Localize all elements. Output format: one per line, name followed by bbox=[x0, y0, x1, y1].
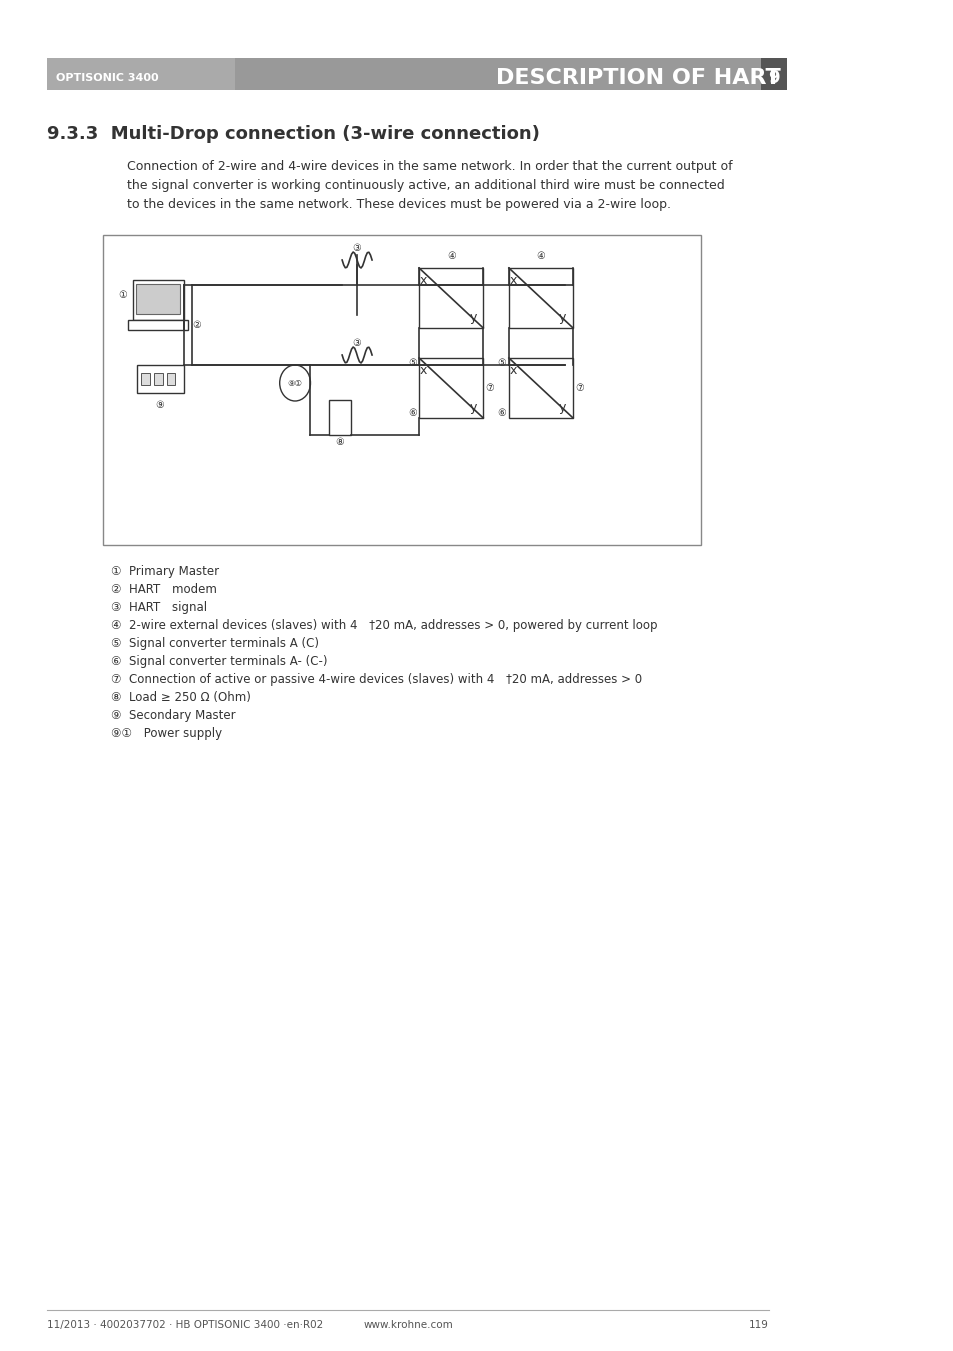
Text: y: y bbox=[469, 312, 476, 324]
Text: ②: ② bbox=[193, 320, 201, 330]
Text: y: y bbox=[558, 312, 566, 324]
Text: y: y bbox=[558, 401, 566, 415]
Text: 9.3.3  Multi-Drop connection (3-wire connection): 9.3.3 Multi-Drop connection (3-wire conn… bbox=[47, 126, 539, 143]
Bar bbox=[132, 280, 184, 320]
Text: x: x bbox=[509, 363, 517, 377]
Text: ⑤: ⑤ bbox=[408, 358, 416, 367]
Text: ⑦: ⑦ bbox=[485, 382, 494, 393]
Bar bbox=[47, 58, 235, 91]
Bar bbox=[128, 320, 188, 330]
Bar bbox=[508, 267, 573, 328]
Bar bbox=[47, 58, 768, 91]
Bar bbox=[508, 358, 573, 417]
Bar bbox=[136, 365, 184, 393]
Bar bbox=[418, 267, 483, 328]
Text: www.krohne.com: www.krohne.com bbox=[363, 1320, 453, 1329]
Text: ⑦  Connection of active or passive 4-wire devices (slaves) with 4 †20 mA, addres: ⑦ Connection of active or passive 4-wire… bbox=[112, 673, 641, 686]
Text: x: x bbox=[419, 273, 427, 286]
Text: ⑨① Power supply: ⑨① Power supply bbox=[112, 727, 222, 740]
Text: ⑧  Load ≥ 250 Ω (Ohm): ⑧ Load ≥ 250 Ω (Ohm) bbox=[112, 690, 251, 704]
Text: 9: 9 bbox=[767, 69, 779, 86]
Text: ③: ③ bbox=[352, 338, 360, 349]
Text: ⑨  Secondary Master: ⑨ Secondary Master bbox=[112, 709, 235, 721]
Text: ④: ④ bbox=[446, 251, 456, 261]
Bar bbox=[329, 400, 351, 435]
Text: ⑥  Signal converter terminals A- (C-): ⑥ Signal converter terminals A- (C-) bbox=[112, 655, 327, 667]
Text: OPTISONIC 3400: OPTISONIC 3400 bbox=[55, 73, 158, 82]
Text: ⑥: ⑥ bbox=[497, 408, 506, 417]
Bar bbox=[153, 373, 162, 385]
Circle shape bbox=[279, 365, 310, 401]
Bar bbox=[141, 373, 150, 385]
Bar bbox=[418, 358, 483, 417]
Text: DESCRIPTION OF HART INTERFACE: DESCRIPTION OF HART INTERFACE bbox=[496, 68, 923, 88]
Text: ⑧: ⑧ bbox=[335, 436, 344, 447]
Text: x: x bbox=[419, 363, 427, 377]
Text: ④  2-wire external devices (slaves) with 4 †20 mA, addresses > 0, powered by cur: ④ 2-wire external devices (slaves) with … bbox=[112, 619, 657, 632]
Text: ①: ① bbox=[118, 290, 127, 300]
Text: ⑨①: ⑨① bbox=[287, 378, 302, 388]
Text: ⑨: ⑨ bbox=[155, 400, 164, 409]
Text: ⑤  Signal converter terminals A (C): ⑤ Signal converter terminals A (C) bbox=[112, 638, 319, 650]
Text: ①  Primary Master: ① Primary Master bbox=[112, 565, 219, 578]
Text: 11/2013 · 4002037702 · HB OPTISONIC 3400 ·en·R02: 11/2013 · 4002037702 · HB OPTISONIC 3400… bbox=[47, 1320, 323, 1329]
Text: ⑦: ⑦ bbox=[575, 382, 583, 393]
Text: x: x bbox=[509, 273, 517, 286]
Bar bbox=[167, 373, 175, 385]
Text: y: y bbox=[469, 401, 476, 415]
Text: ⑤: ⑤ bbox=[497, 358, 506, 367]
Text: 119: 119 bbox=[748, 1320, 768, 1329]
Bar bbox=[136, 284, 180, 313]
Text: ④: ④ bbox=[536, 251, 545, 261]
Text: ⑥: ⑥ bbox=[408, 408, 416, 417]
Text: ③: ③ bbox=[352, 243, 360, 253]
Text: ②  HART modem: ② HART modem bbox=[112, 584, 217, 596]
Text: Connection of 2-wire and 4-wire devices in the same network. In order that the c: Connection of 2-wire and 4-wire devices … bbox=[127, 159, 732, 211]
Text: ③  HART signal: ③ HART signal bbox=[112, 601, 207, 613]
Bar bbox=[760, 58, 786, 91]
Bar bbox=[103, 235, 700, 544]
